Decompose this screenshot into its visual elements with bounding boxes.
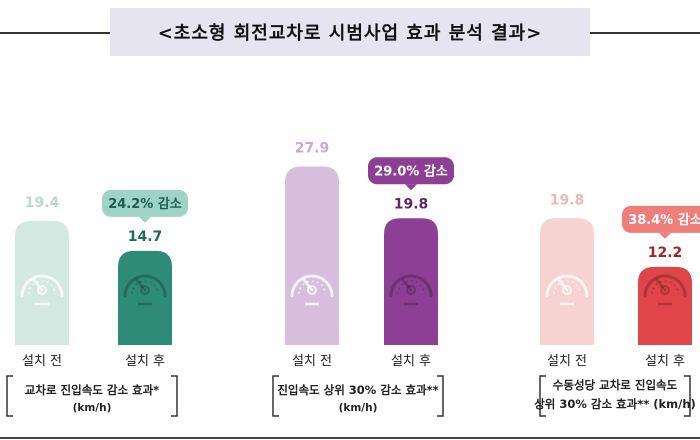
reduction-badge (368, 157, 454, 185)
gauge-needle-2-after (401, 278, 413, 292)
data-label: 14.7 (128, 229, 163, 245)
reduction-badge-pointer (405, 184, 417, 191)
bar-1-after (118, 250, 172, 345)
gauge-ticks-1-before (28, 280, 56, 295)
data-label: 19.8 (550, 192, 585, 208)
reduction-badge (102, 189, 188, 217)
chart-title: <초소형 회전교차로 시범사업 효과 분석 결과> (110, 8, 590, 56)
bar-2-after (384, 218, 438, 345)
gauge-hub-3-before (562, 285, 572, 295)
gauge-icon-2-after (389, 274, 433, 298)
gauge-needle-1-before (32, 278, 44, 292)
caption-text: 교차로 진입속도 감소 효과* (25, 383, 159, 397)
gauge-hub-1-before (37, 285, 47, 295)
gauge-ticks-1-after (131, 280, 159, 295)
data-label: 12.2 (648, 245, 683, 261)
bottom-rule (0, 437, 700, 439)
data-label: 19.4 (25, 195, 60, 211)
caption-text: 상위 30% 감소 효과** (km/h) (534, 397, 696, 411)
caption-bracket (272, 375, 444, 417)
reduction-badge-text: 29.0% 감소 (374, 164, 448, 179)
reduction-badge (622, 205, 700, 233)
title-rule-left (0, 32, 112, 34)
gauge-hub-3-after (660, 285, 670, 295)
x-tick-label: 설치 후 (391, 354, 431, 369)
reduction-badge-text: 38.4% 감소 (628, 213, 700, 228)
caption-text: 수동성당 교차로 진입속도 (553, 378, 678, 392)
gauge-icon-2-before (290, 274, 334, 298)
gauge-needle-3-after (655, 278, 667, 292)
data-label: 19.8 (394, 196, 429, 212)
x-tick-label: 설치 후 (125, 354, 165, 369)
gauge-ticks-3-after (651, 280, 679, 295)
bar-3-after (638, 266, 692, 345)
gauge-icon-1-before (20, 274, 64, 298)
gauge-hub-1-after (140, 285, 150, 295)
x-tick-label: 설치 후 (645, 354, 685, 369)
gauge-hub-2-after (406, 285, 416, 295)
reduction-badge-pointer (139, 216, 151, 223)
bar-1-before (15, 220, 69, 345)
caption-text: 진입속도 상위 30% 감소 효과** (277, 383, 438, 397)
gauge-ticks-2-after (397, 280, 425, 295)
x-tick-label: 설치 전 (292, 354, 332, 369)
caption-bracket (539, 375, 691, 417)
gauge-icon-3-before (545, 274, 589, 298)
x-tick-label: 설치 전 (22, 354, 62, 369)
gauge-ticks-3-before (553, 280, 581, 295)
gauge-icon-3-after (643, 274, 687, 298)
caption-bracket (6, 375, 178, 417)
reduction-badge-text: 24.2% 감소 (108, 197, 182, 212)
bar-2-before (285, 166, 339, 345)
caption-text: (km/h) (339, 402, 378, 414)
gauge-needle-3-before (557, 278, 569, 292)
gauge-icon-1-after (123, 274, 167, 298)
data-label: 27.9 (295, 140, 330, 156)
x-tick-label: 설치 전 (547, 354, 587, 369)
reduction-badge-pointer (659, 232, 671, 239)
gauge-ticks-2-before (298, 280, 326, 295)
caption-text: (km/h) (73, 402, 112, 414)
gauge-hub-2-before (307, 285, 317, 295)
title-rule-right (588, 32, 700, 34)
gauge-needle-1-after (135, 278, 147, 292)
gauge-needle-2-before (302, 278, 314, 292)
